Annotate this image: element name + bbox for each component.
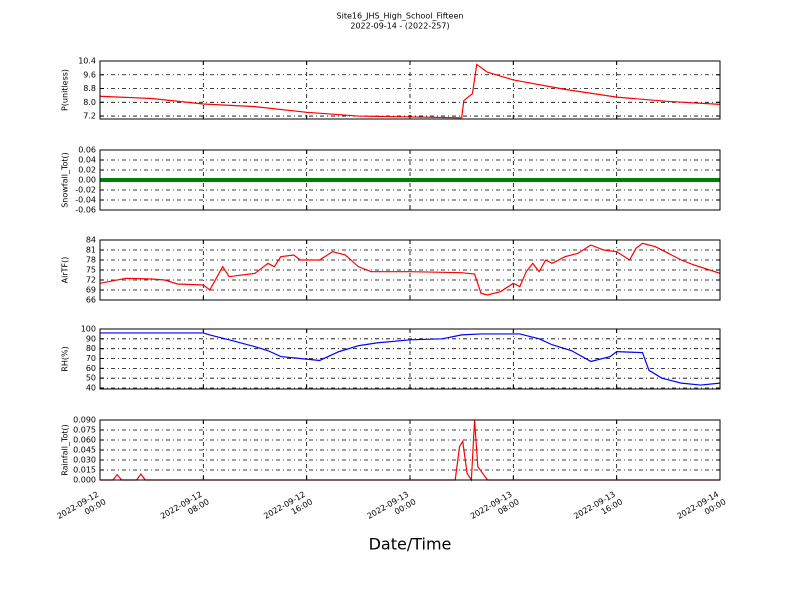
y-tick-label: 69 (86, 286, 96, 295)
y-tick-label: 75 (86, 266, 96, 275)
y-tick-label: -0.06 (75, 206, 96, 215)
y-tick-label: 8.8 (83, 84, 96, 93)
y-tick-label: 0.06 (78, 146, 96, 155)
y-tick-label: 0.075 (73, 426, 96, 435)
data-line (100, 332, 721, 386)
y-axis-label: Snowfall_Tot() (61, 152, 70, 208)
y-tick-label: 0.090 (73, 416, 96, 425)
x-tick-label: 2022-09-12 00:00 (55, 488, 107, 529)
x-tick-label: 2022-09-13 08:00 (469, 488, 521, 529)
y-tick-label: 72 (86, 276, 96, 285)
data-line (99, 242, 721, 296)
x-tick-label: 2022-09-14 00:00 (675, 488, 727, 529)
y-tick-label: 80 (86, 344, 96, 353)
y-tick-label: 8.0 (83, 98, 96, 107)
x-tick-label: 2022-09-13 16:00 (572, 488, 624, 529)
y-tick-label: 10.4 (78, 57, 96, 66)
plot-frame (99, 419, 721, 481)
data-line (99, 63, 721, 119)
y-tick-label: 60 (86, 364, 96, 373)
y-tick-label: 78 (86, 256, 96, 265)
y-tick-label: 9.6 (83, 70, 96, 79)
y-tick-label: 0.045 (73, 446, 96, 455)
chart-title: Site16_JHS_High_School_Fifteen (337, 12, 464, 21)
y-tick-label: 70 (86, 354, 96, 363)
y-tick-label: 100 (81, 325, 96, 334)
y-tick-label: 90 (86, 334, 96, 343)
y-tick-label: 7.2 (83, 112, 96, 121)
y-axis-label: AirTF() (61, 257, 70, 284)
y-tick-label: 81 (86, 246, 96, 255)
data-line (100, 419, 720, 482)
y-tick-label: 84 (86, 236, 96, 245)
y-tick-label: 0.04 (78, 156, 96, 165)
plot-frame (99, 60, 721, 120)
y-tick-label: 0.030 (73, 456, 96, 465)
chart-subtitle: 2022-09-14 - (2022-257) (350, 22, 449, 31)
y-tick-label: 66 (86, 296, 96, 305)
x-tick-label: 2022-09-12 16:00 (262, 488, 314, 529)
y-axis-label: RH(%) (61, 346, 70, 371)
x-axis-label: Date/Time (369, 535, 452, 554)
y-tick-label: 0.060 (73, 436, 96, 445)
plot-frame (99, 149, 721, 211)
y-tick-label: 0.000 (73, 476, 96, 485)
y-tick-label: 0.02 (78, 166, 96, 175)
y-tick-label: -0.04 (75, 196, 96, 205)
y-tick-label: -0.02 (75, 186, 96, 195)
plot-frame (99, 328, 721, 390)
x-tick-label: 2022-09-12 08:00 (159, 488, 211, 529)
y-tick-label: 40 (86, 384, 96, 393)
y-axis-label: Rainfall_Tot() (61, 424, 70, 476)
plot-frame (99, 239, 721, 301)
y-tick-label: 0.015 (73, 466, 96, 475)
y-tick-label: 0.00 (78, 176, 96, 185)
y-axis-label: P(unitless) (61, 69, 70, 111)
x-tick-label: 2022-09-13 00:00 (365, 488, 417, 529)
y-tick-label: 50 (86, 374, 96, 383)
